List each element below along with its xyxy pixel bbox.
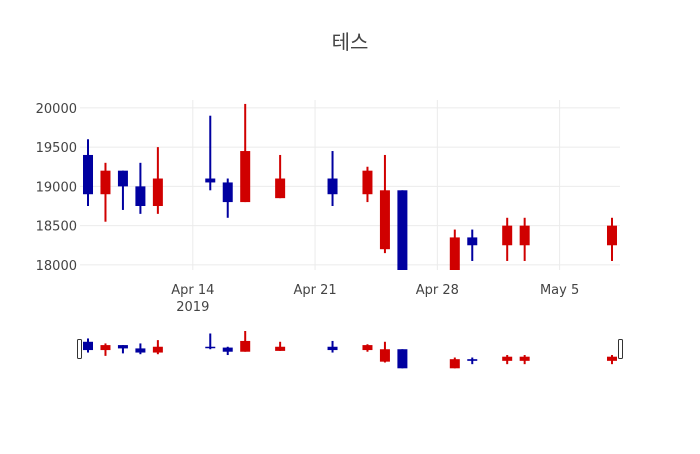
slider-candle-body	[327, 346, 338, 351]
slider-candle-body	[397, 349, 408, 369]
slider-candle-body	[222, 347, 233, 352]
candle-body	[240, 151, 251, 203]
candle-wick	[121, 170, 124, 210]
candle-body	[502, 225, 513, 246]
x-tick-year-label: 2019	[176, 300, 209, 315]
slider-candle	[117, 345, 128, 354]
candle	[117, 170, 128, 210]
candle	[467, 229, 478, 261]
slider-candle	[606, 355, 617, 365]
candle	[519, 217, 530, 261]
slider-candle-body	[117, 345, 128, 349]
candle	[205, 115, 216, 191]
slider-candle-body	[83, 341, 94, 351]
chart-title: 테스	[332, 30, 369, 54]
slider-candle-body	[100, 345, 111, 351]
candle	[100, 162, 111, 222]
range-slider-left-handle[interactable]	[77, 339, 82, 359]
slider-candle	[379, 341, 390, 363]
slider-candle-body	[519, 356, 530, 361]
slider-candle-body	[205, 346, 216, 349]
candle-body	[83, 154, 94, 195]
candle	[379, 154, 390, 254]
candle-body	[222, 182, 233, 203]
slider-candle	[222, 346, 233, 356]
slider-candle	[275, 341, 286, 351]
slider-candle	[502, 355, 513, 365]
candle-wick	[279, 154, 282, 199]
candle	[327, 151, 338, 207]
slider-candle-body	[449, 359, 460, 369]
candle-body	[362, 170, 373, 195]
candle-body	[135, 186, 146, 207]
candle-body	[205, 178, 216, 183]
x-axis: Apr 14 2019 Apr 21 Apr 28 May 5	[171, 283, 579, 315]
slider-candle-body	[502, 356, 513, 361]
candle	[362, 166, 373, 203]
candle-body	[275, 178, 286, 199]
candle-body	[467, 237, 478, 246]
candle	[135, 162, 146, 214]
candle-wick	[471, 229, 474, 261]
slider-candle-body	[152, 346, 163, 353]
candle	[606, 217, 617, 261]
y-tick-label: 18000	[36, 259, 77, 274]
candle-body	[606, 225, 617, 246]
candle	[83, 139, 94, 207]
slider-candle	[240, 331, 251, 352]
candle	[222, 178, 233, 218]
candle-body	[327, 178, 338, 195]
candles-main	[83, 103, 617, 270]
candle	[502, 217, 513, 261]
candle-body	[379, 190, 390, 250]
slider-candle	[135, 343, 146, 355]
candle	[449, 229, 460, 270]
slider-candle-wick	[121, 345, 124, 354]
candle	[275, 154, 286, 199]
x-tick-label: May 5	[540, 283, 579, 298]
y-tick-label: 20000	[36, 102, 77, 117]
slider-candle	[152, 340, 163, 355]
candle	[397, 190, 408, 270]
candle	[240, 103, 251, 203]
slider-candle-body	[379, 349, 390, 362]
gridlines	[80, 100, 620, 270]
slider-candle	[100, 343, 111, 356]
range-slider[interactable]	[77, 331, 623, 369]
slider-candle	[362, 344, 373, 352]
slider-candle-wick	[279, 341, 282, 351]
slider-candle	[83, 338, 94, 353]
candle	[152, 147, 163, 214]
candle-wick	[209, 115, 212, 191]
slider-candle	[519, 355, 530, 365]
slider-candle	[449, 357, 460, 369]
y-tick-label: 19500	[36, 141, 77, 156]
x-tick-label: Apr 14	[171, 283, 214, 298]
slider-candle-body	[275, 346, 286, 351]
slider-candle	[327, 340, 338, 353]
y-tick-label: 18500	[36, 220, 77, 235]
y-axis: 18000 18500 19000 19500 20000	[36, 102, 77, 274]
slider-candle-body	[362, 345, 373, 351]
slider-candle-body	[606, 356, 617, 361]
slider-candle-body	[240, 340, 251, 352]
slider-candle	[205, 333, 216, 350]
slider-candle-wick	[209, 333, 212, 350]
range-slider-right-handle[interactable]	[618, 339, 623, 359]
x-tick-label: Apr 21	[293, 283, 336, 298]
candle-body	[397, 190, 408, 270]
y-tick-label: 19000	[36, 180, 77, 195]
candle-body	[449, 237, 460, 270]
slider-candle-body	[135, 348, 146, 353]
slider-candle-body	[467, 359, 478, 361]
candle-body	[152, 178, 163, 207]
candle-body	[117, 170, 128, 187]
x-tick-label: Apr 28	[416, 283, 459, 298]
candle-body	[519, 225, 530, 246]
slider-candle	[397, 349, 408, 369]
slider-candle-wick	[331, 340, 334, 353]
candle-body	[100, 170, 111, 195]
slider-candle	[467, 357, 478, 365]
